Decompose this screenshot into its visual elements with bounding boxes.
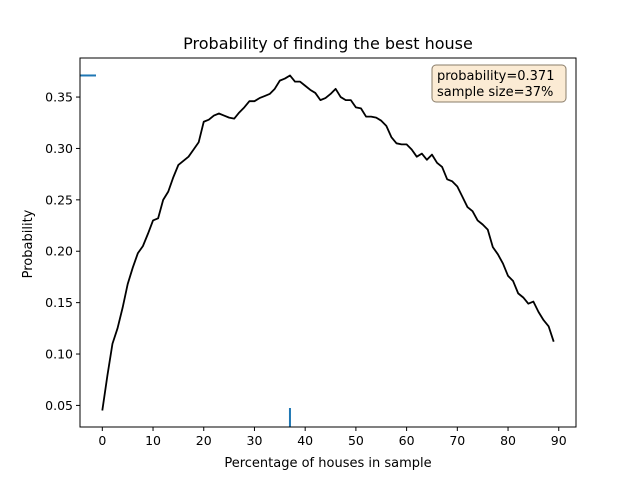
- x-axis: 0 10 20 30 40 50 60 70 80 90: [98, 427, 567, 448]
- x-axis-label: Percentage of houses in sample: [224, 456, 431, 471]
- x-tick-label: 80: [500, 433, 516, 448]
- x-tick-label: 60: [399, 433, 415, 448]
- y-axis: 0.05 0.10 0.15 0.20 0.25 0.30 0.35: [45, 90, 80, 413]
- y-tick-label: 0.35: [45, 90, 73, 105]
- y-tick-label: 0.10: [45, 347, 73, 362]
- x-tick-label: 0: [98, 433, 106, 448]
- annotation-probability: probability=0.371: [437, 69, 554, 84]
- x-tick-label: 10: [145, 433, 161, 448]
- probability-line: [101, 74, 555, 411]
- plot-frame: [79, 57, 577, 428]
- y-axis-label: Probability: [21, 209, 36, 278]
- annotation-box: probability=0.371 sample size=37%: [431, 64, 567, 103]
- chart-title: Probability of finding the best house: [183, 34, 473, 53]
- y-tick-label: 0.15: [45, 295, 73, 310]
- x-tick-label: 30: [247, 433, 263, 448]
- x-tick-label: 40: [297, 433, 313, 448]
- x-tick-label: 90: [551, 433, 567, 448]
- annotation-sample-size: sample size=37%: [437, 85, 553, 100]
- y-tick-label: 0.25: [45, 192, 73, 207]
- x-tick-label: 50: [348, 433, 364, 448]
- x-tick-label: 70: [449, 433, 465, 448]
- annotation-background: [431, 64, 567, 103]
- plot-area: [79, 57, 577, 428]
- y-tick-label: 0.05: [45, 398, 73, 413]
- y-tick-label: 0.20: [45, 244, 73, 259]
- y-tick-label: 0.30: [45, 141, 73, 156]
- x-tick-label: 20: [196, 433, 212, 448]
